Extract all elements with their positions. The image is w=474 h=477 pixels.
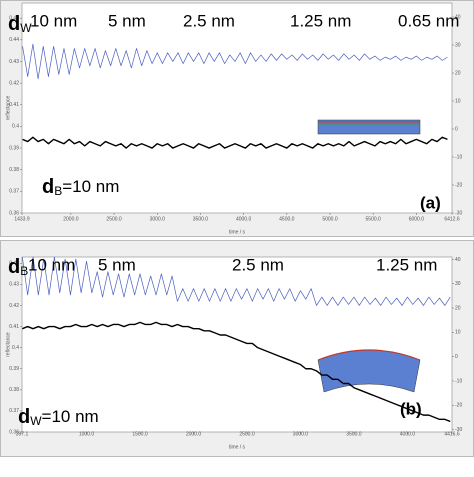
y2-tick-label: -10: [455, 378, 462, 384]
thickness-label: dW: [8, 13, 32, 35]
inset-flat: [317, 119, 421, 135]
x-tick-label: 2000.0: [186, 431, 202, 437]
y2-tick-label: 20: [455, 70, 461, 76]
y-tick-label: 0.36: [9, 429, 19, 435]
panel-label: (b): [400, 399, 422, 418]
thickness-annotation: 2.5 nm: [232, 255, 284, 274]
x-tick-label: 5500.0: [366, 216, 382, 222]
y2-tick-label: -20: [455, 403, 462, 409]
y-tick-label: 0.4: [12, 124, 19, 130]
inset-label: dW=10 nm: [18, 406, 99, 428]
subscript: B: [20, 264, 28, 278]
thickness-annotation: 10 nm: [28, 255, 75, 274]
plot-area: [21, 256, 453, 433]
subscript: W: [20, 21, 32, 35]
y2-tick-label: 40: [455, 14, 461, 20]
y2-tick-label: 10: [455, 330, 461, 336]
y-tick-label: 0.44: [9, 261, 19, 267]
data-line: [22, 136, 448, 149]
panel-label: (a): [420, 193, 441, 212]
x-tick-label: 4416.6: [444, 431, 460, 437]
y-tick-label: 0.37: [9, 189, 19, 195]
y-tick-label: 0.45: [9, 15, 19, 21]
y2-tick-label: 30: [455, 42, 461, 48]
x-tick-label: 2500.0: [239, 431, 255, 437]
x-tick-label: 1500.0: [132, 431, 148, 437]
thickness-annotation: 5 nm: [108, 11, 146, 30]
x-tick-label: 6412.6: [444, 216, 460, 222]
inset-label: dB=10 nm: [42, 176, 119, 198]
text: =10 nm: [62, 177, 119, 196]
y2-tick-label: 30: [455, 281, 461, 287]
data-line: [22, 321, 451, 423]
symbol: d: [8, 256, 20, 278]
y2-tick-label: 40: [455, 257, 461, 263]
thickness-annotation: 5 nm: [98, 255, 136, 274]
x-tick-label: 1433.9: [14, 216, 30, 222]
x-tick-label: 2500.0: [106, 216, 122, 222]
thickness-annotation: 10 nm: [30, 11, 77, 30]
y2-tick-label: 0: [455, 126, 458, 132]
y-tick-label: 0.39: [9, 366, 19, 372]
data-line: [22, 43, 448, 80]
symbol: d: [18, 406, 30, 428]
y-tick-label: 0.37: [9, 408, 19, 414]
y2-tick-label: 0: [455, 354, 458, 360]
x-tick-label: 3500.0: [193, 216, 209, 222]
y2-tick-label: 10: [455, 98, 461, 104]
y2-tick-label: -20: [455, 182, 462, 188]
y-axis-label: reflectance: [5, 332, 11, 357]
y-tick-label: 0.36: [9, 210, 19, 216]
y-tick-label: 0.41: [9, 102, 19, 108]
y-tick-label: 0.43: [9, 282, 19, 288]
thickness-annotation: 2.5 nm: [183, 11, 235, 30]
y-tick-label: 0.38: [9, 167, 19, 173]
x-axis-label: time / s: [229, 444, 246, 450]
y-tick-label: 0.4: [12, 345, 19, 351]
inset-film: [317, 349, 421, 361]
x-tick-label: 4500.0: [279, 216, 295, 222]
x-tick-label: 3000.0: [293, 431, 309, 437]
y-tick-label: 0.38: [9, 387, 19, 393]
text: =10 nm: [42, 407, 99, 426]
x-axis-label: time / s: [229, 229, 246, 235]
x-tick-label: 3000.0: [150, 216, 166, 222]
x-tick-label: 5000.0: [322, 216, 338, 222]
subscript: B: [54, 184, 62, 198]
y2-tick-label: -30: [455, 210, 462, 216]
x-tick-label: 4000.0: [236, 216, 252, 222]
symbol: d: [42, 176, 54, 198]
data-line: [21, 256, 451, 306]
y-tick-label: 0.42: [9, 80, 19, 86]
x-tick-label: 4000.0: [400, 431, 416, 437]
x-tick-label: 1000.0: [79, 431, 95, 437]
symbol: d: [8, 13, 20, 35]
thickness-annotation: 1.25 nm: [290, 11, 351, 30]
subscript: W: [30, 414, 42, 428]
x-tick-label: 6000.0: [409, 216, 425, 222]
y-tick-label: 0.42: [9, 303, 19, 309]
inset-bent: [317, 349, 421, 393]
thickness-label: dB: [8, 256, 28, 278]
y2-tick-label: -30: [455, 427, 462, 433]
thickness-annotation: 1.25 nm: [376, 255, 437, 274]
plot-area: [21, 2, 453, 214]
x-tick-label: 2000.0: [63, 216, 79, 222]
x-tick-label: 397.1: [16, 431, 29, 437]
y-tick-label: 0.41: [9, 324, 19, 330]
y-tick-label: 0.43: [9, 59, 19, 65]
y-tick-label: 0.44: [9, 37, 19, 43]
y-axis-label: reflectance: [5, 96, 11, 121]
y-tick-label: 0.39: [9, 145, 19, 151]
x-tick-label: 3500.0: [346, 431, 362, 437]
y2-tick-label: 20: [455, 305, 461, 311]
y2-tick-label: -10: [455, 154, 462, 160]
thickness-annotation: 0.65 nm: [398, 11, 459, 30]
